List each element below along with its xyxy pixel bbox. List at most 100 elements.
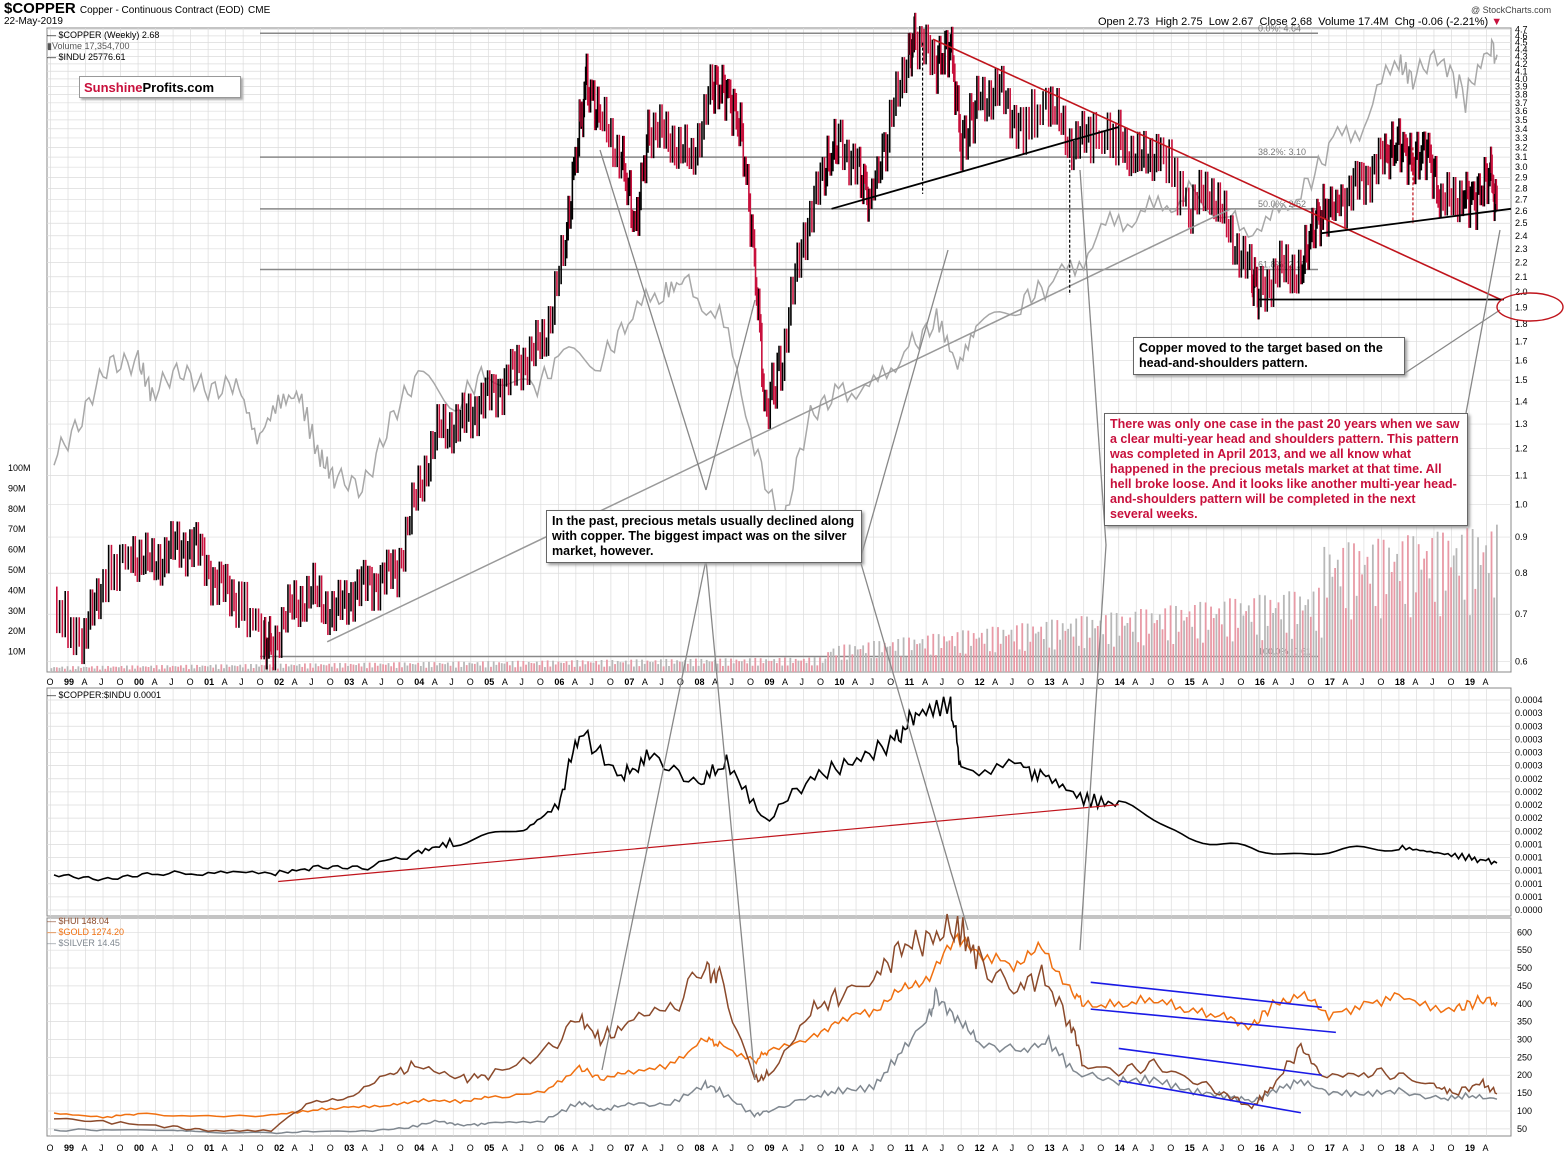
x-tick-label: A — [852, 1143, 858, 1153]
volume-bar — [646, 660, 649, 672]
x-tick-label: O — [747, 677, 754, 687]
volume-bar — [1471, 529, 1474, 672]
y-tick-label: 3.2 — [1515, 142, 1528, 152]
volume-bar — [419, 666, 422, 672]
volume-bar — [705, 659, 708, 672]
y-tick-label: 2.8 — [1515, 183, 1528, 193]
volume-bar — [511, 661, 514, 672]
y-tick-label: 3.8 — [1515, 90, 1528, 100]
volume-bar — [126, 665, 128, 672]
volume-bar — [193, 668, 196, 672]
volume-bar — [986, 628, 989, 672]
x-tick-label: A — [1202, 677, 1208, 687]
ratio-tick-label: 0.0002 — [1515, 787, 1543, 797]
volume-bar — [479, 665, 482, 672]
y-tick-label: 1.4 — [1515, 396, 1528, 406]
volume-bar — [897, 639, 900, 672]
volume-bar — [900, 656, 902, 672]
volume-bar — [544, 667, 546, 672]
volume-bar — [449, 665, 452, 672]
volume-tick-label: 90M — [8, 483, 26, 493]
volume-bar — [1134, 611, 1137, 672]
volume-bar — [622, 662, 625, 672]
volume-bar — [1382, 539, 1385, 672]
ratio-panel-frame — [46, 687, 1512, 917]
x-tick-label: J — [1150, 677, 1155, 687]
volume-bar — [244, 664, 247, 672]
volume-bar — [1293, 591, 1296, 672]
volume-bar — [891, 642, 894, 672]
volume-bar — [929, 654, 932, 672]
volume-bar — [1458, 575, 1461, 672]
volume-bar — [953, 646, 956, 672]
volume-bar — [1320, 637, 1323, 672]
legend-gold-label: $GOLD 1274.20 — [58, 927, 125, 937]
volume-bar — [80, 667, 82, 672]
note-one-case: There was only one case in the past 20 y… — [1104, 413, 1468, 526]
x-tick-label: 06 — [554, 1143, 564, 1153]
volume-bar — [864, 653, 867, 672]
volume-bar — [1442, 532, 1444, 672]
volume-bar — [1380, 618, 1382, 672]
volume-bar — [862, 645, 865, 672]
volume-bar — [606, 659, 608, 672]
volume-bar — [1282, 594, 1285, 672]
volume-bar — [789, 657, 792, 672]
callout-pointer — [705, 559, 756, 1081]
volume-bar — [155, 665, 158, 672]
volume-bar — [851, 654, 854, 672]
volume-bar — [1196, 638, 1199, 672]
y-tick-label: 1.1 — [1515, 470, 1528, 480]
volume-bar — [1401, 541, 1404, 672]
x-tick-label: 11 — [905, 1143, 915, 1153]
volume-bar — [144, 666, 147, 672]
x-tick-label: J — [589, 1143, 594, 1153]
volume-bar — [1048, 647, 1051, 672]
ratio-tick-label: 0.0000 — [1515, 905, 1543, 915]
volume-tick-label: 50M — [8, 565, 26, 575]
x-tick-label: O — [327, 1143, 334, 1153]
volume-bar — [1487, 572, 1490, 672]
y-tick-label: 2.7 — [1515, 195, 1528, 205]
y-tick-label: 2.5 — [1515, 218, 1528, 228]
volume-bar — [1318, 587, 1320, 672]
volume-bar — [352, 664, 355, 672]
volume-bar — [1032, 626, 1034, 672]
x-tick-label: J — [870, 677, 875, 687]
fib-label: 50.0%: 2.62 — [1258, 199, 1306, 209]
x-tick-label: 09 — [764, 1143, 774, 1153]
volume-bar — [1202, 642, 1204, 672]
ratio-tick-label: 0.0003 — [1515, 721, 1543, 731]
volume-bar — [177, 666, 180, 672]
volume-bar — [746, 663, 749, 672]
x-tick-label: A — [782, 677, 788, 687]
volume-bar — [1215, 614, 1218, 672]
volume-bar — [147, 667, 150, 672]
volume-bar — [66, 666, 69, 672]
volume-bar — [1029, 641, 1032, 672]
callout-pointer — [601, 559, 707, 1071]
x-tick-label: A — [362, 1143, 368, 1153]
volume-bar — [74, 668, 77, 672]
x-tick-label: O — [887, 677, 894, 687]
x-tick-label: 02 — [274, 1143, 284, 1153]
silver-channel-bottom — [1118, 1079, 1301, 1114]
y-tick-label: 0.8 — [1515, 568, 1528, 578]
volume-bar — [641, 659, 643, 672]
volume-bar — [500, 663, 503, 672]
volume-bar — [1358, 551, 1361, 672]
x-tick-label: J — [519, 677, 524, 687]
volume-bar — [433, 662, 436, 672]
volume-bar — [1094, 628, 1096, 672]
volume-bar — [1433, 601, 1436, 672]
volume-bar — [951, 635, 954, 672]
volume-bar — [1390, 572, 1393, 672]
metals-tick-label: 350 — [1517, 1017, 1532, 1027]
volume-bar — [357, 663, 360, 672]
x-tick-label: 08 — [694, 677, 704, 687]
x-tick-label: A — [222, 677, 228, 687]
volume-bar — [1431, 538, 1434, 672]
x-tick-label: O — [1027, 1143, 1034, 1153]
volume-bar — [592, 662, 595, 672]
volume-bar — [268, 664, 271, 672]
